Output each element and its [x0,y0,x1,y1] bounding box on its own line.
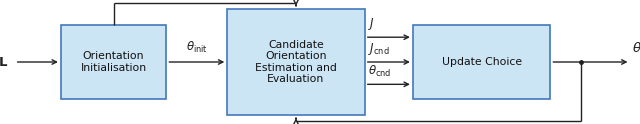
Bar [413,25,550,99]
Text: Orientation
Initialisation: Orientation Initialisation [81,51,147,73]
Text: $\theta_{\mathrm{cnd}}$: $\theta_{\mathrm{cnd}}$ [368,64,392,79]
Text: Candidate
Orientation
Estimation and
Evaluation: Candidate Orientation Estimation and Eva… [255,40,337,84]
Bar [227,9,365,115]
Text: $J_{\mathrm{cnd}}$: $J_{\mathrm{cnd}}$ [368,41,390,57]
Bar [61,25,166,99]
Text: $\theta$: $\theta$ [632,41,640,55]
Text: $J$: $J$ [368,16,375,32]
Text: Update Choice: Update Choice [442,57,522,67]
Text: $\mathbf{L}$: $\mathbf{L}$ [0,56,8,68]
Text: $\theta_{\mathrm{init}}$: $\theta_{\mathrm{init}}$ [186,39,208,55]
